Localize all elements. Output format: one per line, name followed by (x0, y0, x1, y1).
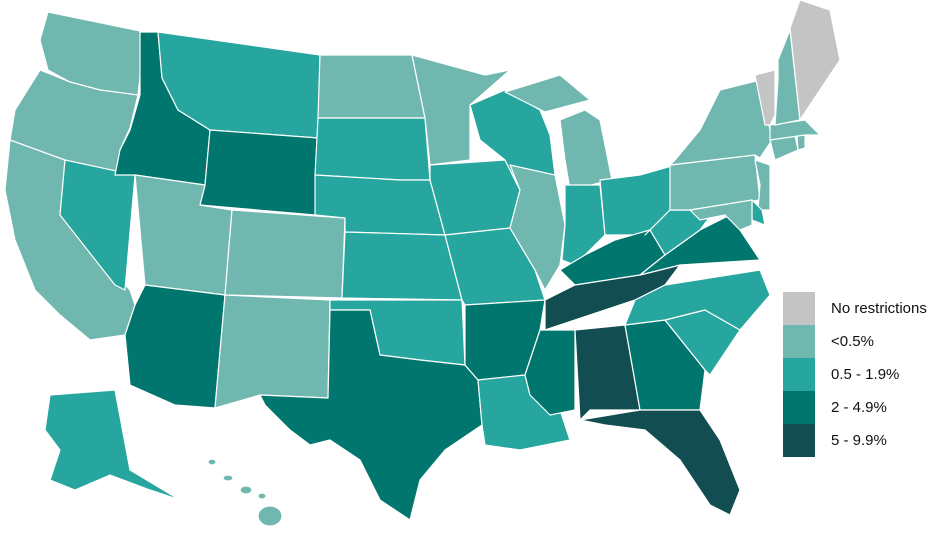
state-az (124, 284, 226, 409)
legend-swatch (783, 424, 815, 457)
state-nm (214, 294, 331, 409)
legend: No restrictions <0.5% 0.5 - 1.9% 2 - 4.9… (783, 292, 927, 457)
state-al (574, 324, 641, 421)
state-vt (754, 69, 776, 126)
state-ri (796, 134, 806, 151)
state-sd (314, 117, 431, 181)
state-ks (341, 231, 463, 301)
state-co (224, 209, 346, 299)
state-ak (44, 389, 181, 501)
state-wy (199, 129, 319, 216)
state-ia (429, 159, 521, 236)
state-hi (257, 492, 267, 500)
legend-item-5-99: 5 - 9.9% (783, 424, 927, 457)
state-ma (769, 119, 821, 141)
state-hi (239, 485, 253, 495)
legend-swatch (783, 325, 815, 358)
legend-item-no-restrictions: No restrictions (783, 292, 927, 325)
legend-item-05-19: 0.5 - 1.9% (783, 358, 927, 391)
state-fl (579, 409, 741, 516)
state-nd (317, 54, 426, 119)
state-md (689, 199, 753, 231)
state-mi (504, 74, 591, 113)
state-ms (524, 329, 576, 416)
state-il (509, 164, 566, 291)
legend-swatch (783, 292, 815, 325)
state-tn (544, 264, 681, 331)
state-mi (559, 109, 613, 191)
state-mn (411, 54, 511, 166)
legend-label: 2 - 4.9% (831, 399, 887, 416)
legend-swatch (783, 358, 815, 391)
legend-label: No restrictions (831, 300, 927, 317)
legend-swatch (783, 391, 815, 424)
legend-label: <0.5% (831, 333, 874, 350)
state-hi (222, 474, 234, 482)
state-tx (259, 309, 483, 521)
legend-label: 0.5 - 1.9% (831, 366, 900, 383)
legend-item-lt05: <0.5% (783, 325, 927, 358)
state-nj (754, 159, 771, 211)
state-nc (624, 269, 771, 331)
legend-item-2-49: 2 - 4.9% (783, 391, 927, 424)
state-nh (774, 29, 801, 126)
state-hi (207, 458, 217, 466)
state-ny (669, 79, 773, 166)
state-me (789, 0, 841, 121)
legend-label: 5 - 9.9% (831, 432, 887, 449)
state-hi (257, 505, 283, 527)
